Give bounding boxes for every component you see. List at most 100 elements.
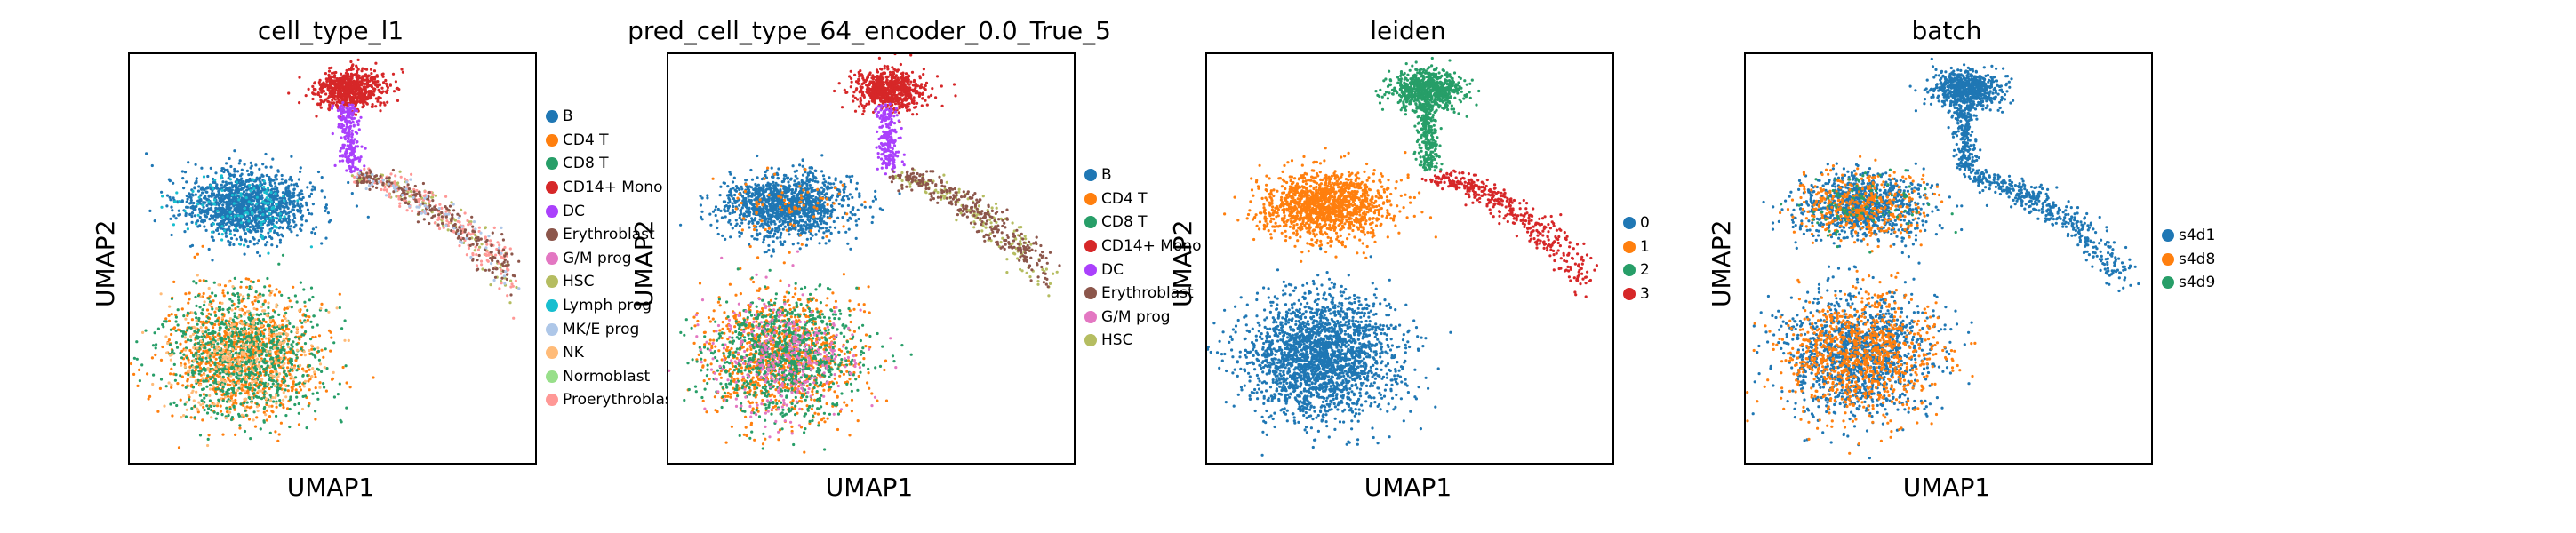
scatter-point [372,77,375,81]
scatter-point [459,229,462,233]
scatter-point [425,197,429,201]
scatter-point [188,365,192,369]
scatter-point [194,163,197,166]
scatter-point [348,126,352,130]
scatter-point [274,185,277,188]
scatter-point [230,299,234,303]
scatter-point [293,336,298,339]
scatter-point [320,348,324,352]
scatter-point [183,210,187,213]
scatter-point [228,317,232,321]
scatter-point [292,382,295,386]
scatter-point [251,183,254,187]
scatter-point [282,403,285,407]
scatter-point [265,192,268,195]
scatter-point [179,342,182,346]
scatter-point [236,204,239,208]
scatter-point [192,359,196,362]
scatter-point [212,361,215,365]
scatter-point [347,338,350,342]
scatter-point [237,360,241,364]
scatter-point [342,103,346,107]
scatter-point [202,175,206,179]
scatter-point [444,195,448,198]
scatter-point [170,297,174,300]
scatter-point [314,375,317,378]
scatter-point [254,373,258,377]
scatter-point [509,285,513,289]
scatter-point [217,283,220,287]
scatter-point [169,328,172,331]
scatter-point [264,413,268,417]
scatter-point [225,393,228,396]
scatter-point [356,156,360,160]
scatter-point [188,398,191,402]
scatter-point [167,178,171,181]
scatter-point [236,358,240,362]
scatter-point [188,361,191,364]
scatter-point [373,87,377,91]
scatter-point [227,204,231,208]
scatter-point [195,177,198,180]
scatter-point [338,306,341,310]
scatter-point [235,383,238,386]
scatter-point [283,199,286,203]
scatter-point [232,386,236,390]
scatter-point [277,290,282,294]
scatter-point [260,194,264,197]
scatter-point [374,105,378,108]
scatter-point [259,176,262,179]
scatter-point [326,99,330,103]
scatter-point [164,335,168,338]
scatter-point [177,209,180,212]
scatter-point [450,229,453,233]
scatter-point [283,356,286,360]
scatter-point [288,407,292,411]
scatter-point [304,330,308,334]
scatter-point [220,169,224,172]
scatter-point [239,338,243,341]
scatter-point [481,267,484,271]
scatter-point [265,392,268,395]
scatter-point [247,373,251,377]
scatter-point [327,108,331,112]
scatter-point [285,320,289,323]
scatter-point [269,346,273,350]
scatter-point [220,225,224,228]
scatter-point [281,202,284,205]
scatter-point [210,416,213,419]
scatter-point [450,201,453,204]
scatter-point [468,243,472,247]
scatter-point [252,410,256,414]
scatter-point [283,348,286,353]
scatter-point [225,211,228,214]
scatter-point [218,203,221,206]
scatter-point [300,204,304,208]
scatter-point [476,259,479,262]
scatter-point [198,207,202,211]
scatter-point [196,203,200,206]
scatter-point [398,202,402,205]
scatter-point [202,323,205,327]
scatter-point [185,356,188,360]
scatter-point [257,386,260,389]
scatter-point [196,354,200,358]
scatter-point [231,382,235,386]
scatter-point [246,214,250,218]
scatter-point [468,237,472,241]
scatter-point [208,370,212,373]
scatter-point [183,365,187,369]
scatter-point [246,297,250,300]
scatter-point [337,91,340,94]
scatter-point [329,78,332,82]
scatter-point [153,331,156,335]
scatter-point [287,184,291,187]
scatter-point [208,300,212,304]
scatter-point [278,207,282,211]
scatter-point [249,314,253,317]
scatter-point [330,107,334,110]
scatter-point [272,379,276,383]
scatter-point [254,332,258,336]
scatter-point [230,203,234,206]
scatter-point [228,387,231,392]
